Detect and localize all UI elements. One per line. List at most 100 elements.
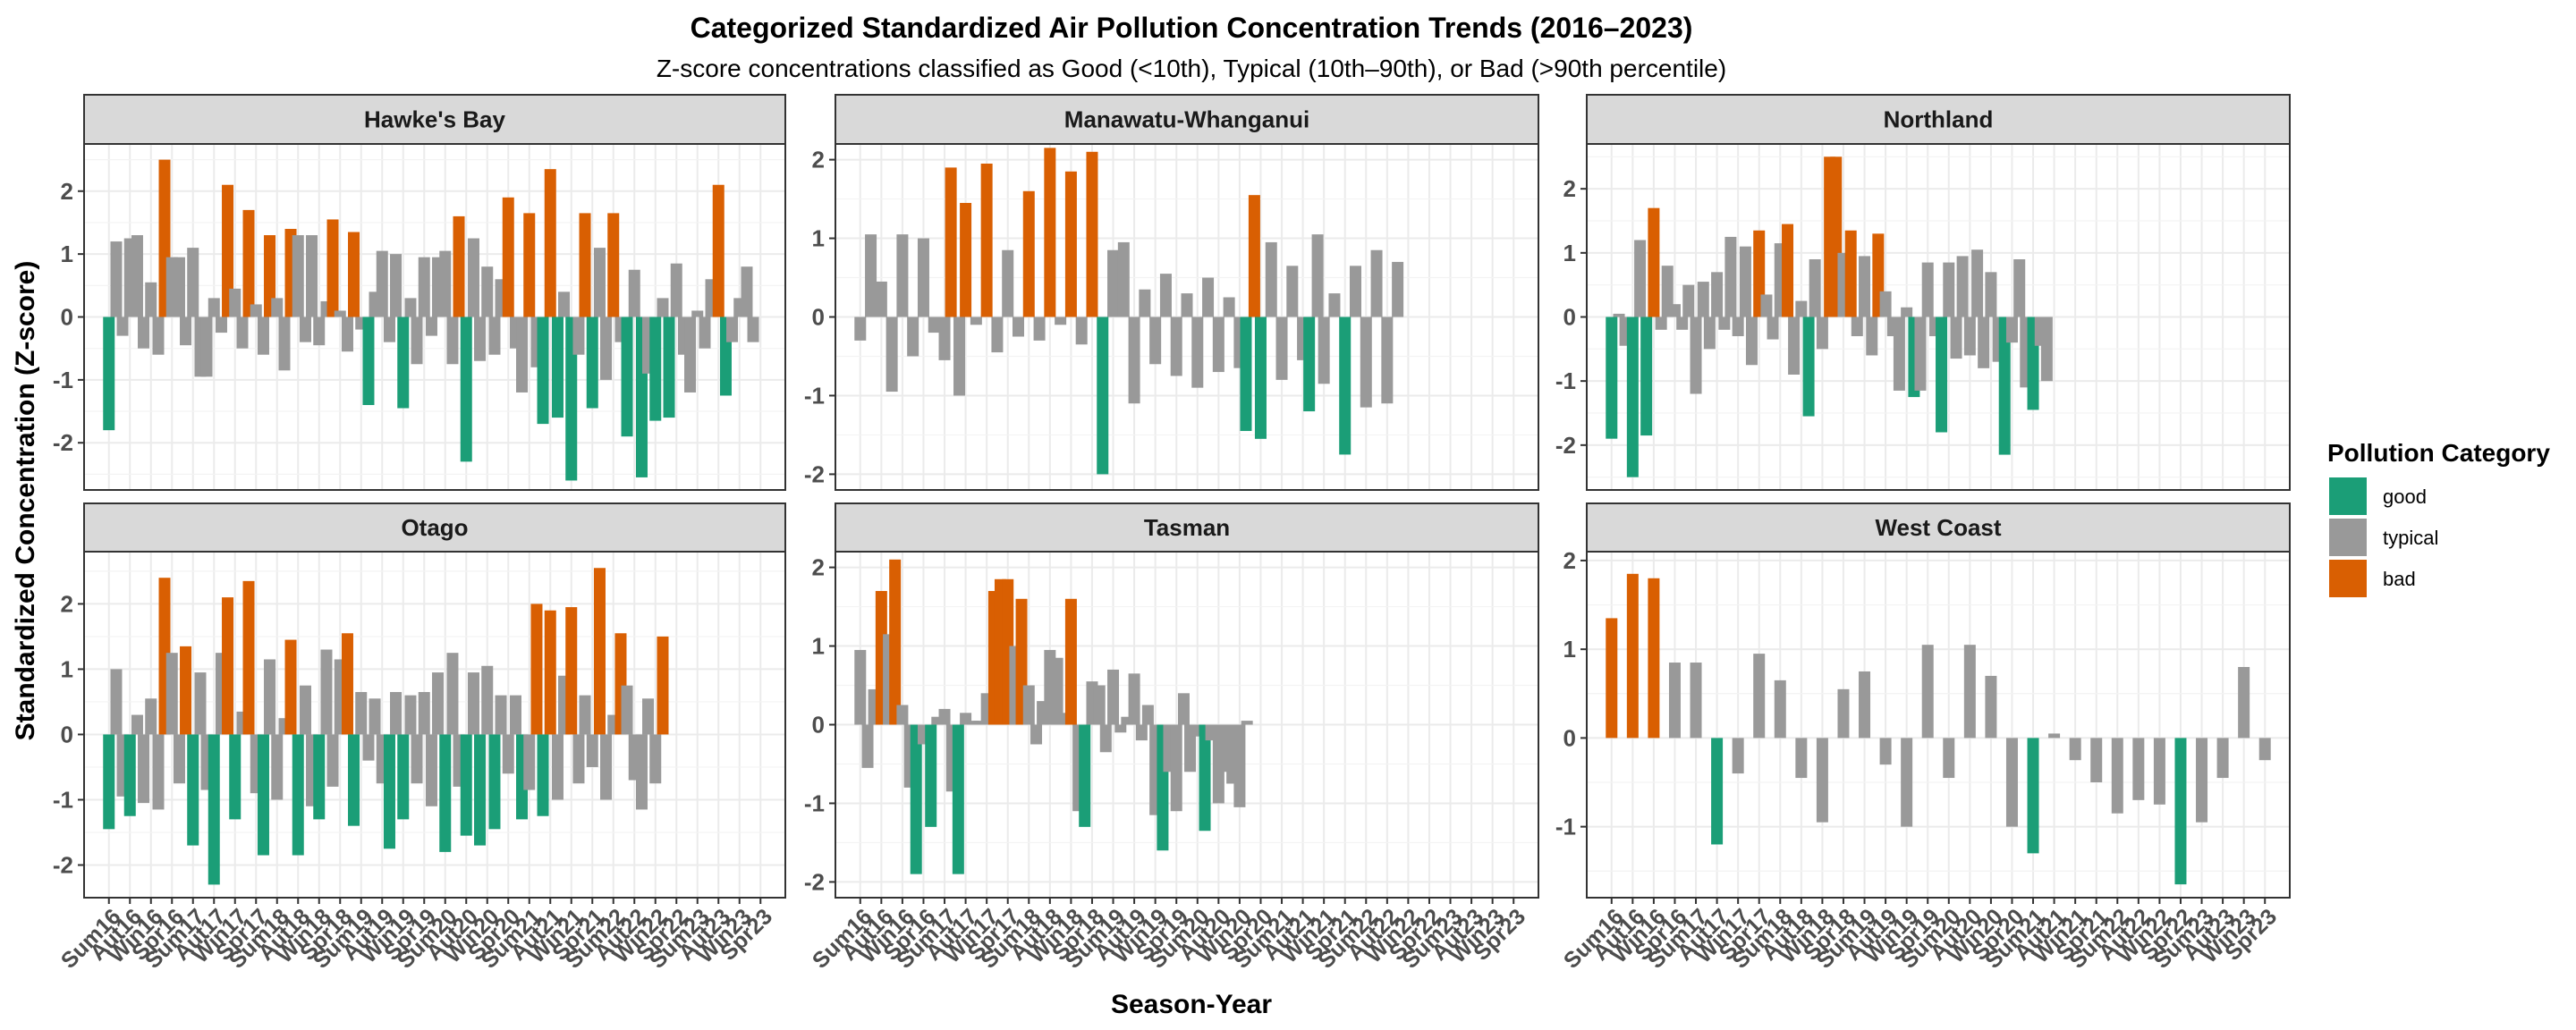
bar-typical [2040, 317, 2053, 382]
y-tick-label: -1 [1555, 367, 1576, 394]
bar-good [537, 734, 549, 816]
bar-typical [257, 317, 269, 355]
bar-bad [348, 232, 360, 317]
bar-typical [1117, 241, 1130, 317]
bar-bad [544, 169, 556, 317]
bar-bad [544, 610, 556, 735]
bar-typical [896, 705, 909, 725]
bar-good [1626, 317, 1639, 477]
facet-strip [1586, 94, 2291, 145]
bar-typical [600, 734, 613, 800]
bar-bad [593, 568, 606, 735]
bar-typical [1392, 261, 1404, 317]
y-tick-label: 0 [812, 304, 825, 331]
bar-typical [1181, 293, 1193, 317]
bar-typical [1128, 317, 1140, 404]
bar-typical [1921, 645, 1934, 739]
bar-bad [579, 213, 591, 317]
bar-typical [551, 734, 564, 800]
chart-subtitle: Z-score concentrations classified as Goo… [657, 55, 1726, 82]
bar-typical [1381, 317, 1394, 404]
bar-typical [1732, 738, 1744, 774]
bar-typical [236, 317, 249, 349]
bar-typical [138, 317, 150, 349]
bar-typical [1191, 317, 1204, 388]
bar-typical [2005, 738, 2018, 827]
bar-typical [110, 241, 123, 317]
bar-good [925, 724, 937, 827]
bar-good [208, 734, 220, 885]
bar-good [103, 317, 115, 431]
y-tick-label: -2 [804, 868, 825, 895]
bar-typical [572, 317, 585, 355]
bar-typical [390, 254, 402, 317]
bar-typical [131, 714, 143, 735]
bar-typical [1859, 671, 1871, 739]
bar-typical [271, 298, 284, 317]
bar-typical [138, 734, 150, 804]
bar-typical [2196, 738, 2208, 823]
y-tick-label: 0 [812, 712, 825, 739]
bar-typical [1613, 313, 1625, 317]
bar-typical [1963, 645, 1976, 739]
y-tick-label: 1 [812, 225, 825, 252]
bar-typical [1241, 721, 1253, 725]
bar-good [2027, 738, 2039, 854]
bar-good [1936, 317, 1948, 433]
bar-good [910, 724, 922, 874]
bar-typical [215, 317, 227, 333]
panel: Tasman-2-1012Sum16Aut16Win16Spr16Sum17Au… [804, 502, 1539, 974]
bar-good [952, 724, 964, 874]
legend-key-bad [2329, 560, 2367, 597]
y-tick-label: 2 [61, 178, 73, 205]
bar-bad [1064, 598, 1077, 725]
bar-typical [110, 669, 123, 735]
bar-typical [467, 672, 479, 735]
bar-typical [1668, 663, 1681, 739]
bar-typical [854, 649, 867, 725]
legend-title: Pollution Category [2327, 439, 2550, 467]
bar-bad [530, 604, 543, 735]
legend-key-good [2329, 477, 2367, 515]
bar-typical [1893, 317, 1905, 391]
bar-typical [1978, 317, 1990, 368]
bar-typical [467, 238, 479, 317]
bar-typical [446, 653, 459, 735]
y-tick-label: -1 [53, 367, 73, 393]
bar-typical [973, 721, 986, 725]
legend-label-good: good [2383, 485, 2427, 508]
bar-typical [446, 317, 459, 365]
bar-typical [1159, 274, 1172, 317]
bar-typical [1013, 317, 1024, 337]
bar-typical [1985, 675, 1997, 739]
bar-typical [1668, 304, 1681, 317]
bar-typical [320, 649, 333, 735]
facet-strip-label: Northland [1884, 106, 1994, 133]
bar-typical [404, 298, 417, 317]
bar-good [621, 317, 633, 437]
bar-typical [991, 317, 1004, 353]
bar-typical [1202, 277, 1215, 317]
bar-good [460, 734, 472, 836]
y-tick-label: 2 [812, 147, 825, 173]
bar-typical [334, 310, 346, 317]
bar-bad [565, 607, 578, 735]
bar-typical [292, 235, 304, 317]
facet-strip [83, 502, 786, 553]
bar-bad [1782, 224, 1794, 317]
bar-typical [1711, 272, 1724, 317]
bar-typical [938, 317, 951, 360]
bar-typical [488, 317, 501, 355]
bar-good [586, 317, 598, 409]
bar-typical [861, 724, 874, 768]
bar-bad [222, 597, 234, 735]
bar-typical [1170, 724, 1182, 812]
bar-good [187, 734, 199, 846]
y-tick-label: 2 [1563, 547, 1576, 574]
panel: Hawke's Bay -2 -1 0 1 2 [53, 94, 786, 491]
facet-strip-label: West Coast [1875, 514, 2001, 541]
bar-typical [1732, 317, 1744, 336]
bar-good [1606, 317, 1618, 439]
bar-typical [1901, 738, 1913, 827]
bar-typical [1075, 317, 1088, 345]
